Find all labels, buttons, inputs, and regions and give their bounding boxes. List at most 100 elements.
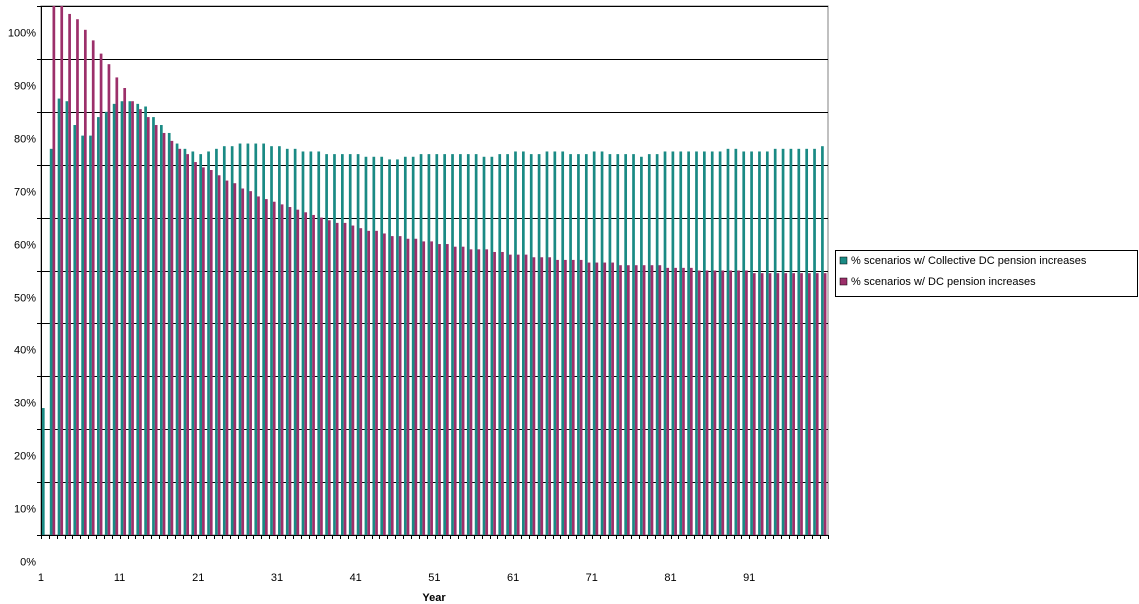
bar (304, 212, 308, 535)
x-tick-label: 71 (586, 572, 598, 584)
bar (68, 13, 71, 535)
bar (367, 230, 371, 535)
bar (687, 151, 690, 536)
bar (230, 146, 234, 535)
bar (671, 151, 675, 536)
bar (341, 154, 344, 535)
bar (390, 236, 394, 535)
bar (280, 204, 284, 536)
bar (327, 220, 331, 535)
bar (461, 246, 465, 535)
bar (270, 146, 273, 535)
bar (781, 148, 785, 535)
bar (333, 154, 336, 535)
x-tick-label: 31 (271, 572, 283, 584)
bar (545, 151, 549, 536)
bar (595, 262, 599, 535)
bar (627, 265, 630, 535)
bar (427, 154, 431, 535)
bar (619, 265, 622, 535)
y-tick-label: 0% (20, 557, 36, 569)
bar (624, 154, 628, 535)
bar (703, 151, 706, 536)
x-tick-label: 1 (38, 572, 44, 584)
bar (800, 273, 803, 535)
x-tick-label: 11 (114, 572, 125, 584)
bar (726, 148, 730, 535)
bar (120, 101, 124, 535)
bar (49, 148, 53, 535)
bar (569, 154, 572, 535)
x-axis-title: Year (422, 592, 446, 604)
bar (805, 148, 809, 535)
bar (789, 148, 793, 535)
bar (451, 154, 454, 535)
bar (718, 151, 722, 536)
bar (821, 146, 824, 535)
bar (532, 257, 536, 535)
bar (356, 154, 360, 535)
bar (162, 132, 166, 535)
bar (146, 117, 150, 535)
bar (564, 259, 567, 535)
bar (758, 151, 761, 536)
bar (398, 236, 402, 535)
bar (750, 151, 753, 536)
bar (202, 167, 205, 535)
bar (482, 156, 486, 535)
bar (642, 265, 646, 535)
bar (540, 257, 544, 535)
bar (808, 273, 811, 535)
bar (501, 251, 504, 536)
bar (152, 117, 155, 535)
bar (285, 148, 289, 535)
bar (768, 273, 772, 535)
bar (112, 103, 116, 536)
bar (634, 265, 638, 535)
bar (104, 111, 108, 536)
series-2-bars (52, 6, 827, 536)
y-tick-label: 30% (14, 398, 36, 410)
bar (123, 88, 127, 535)
bar (136, 103, 140, 536)
bar (469, 249, 473, 535)
y-tick-label: 50% (14, 293, 36, 305)
bar (742, 151, 746, 536)
bar (600, 151, 604, 536)
bar (815, 273, 819, 535)
bar (571, 259, 575, 535)
bar (170, 140, 174, 535)
y-tick-label: 80% (14, 134, 36, 146)
bar (83, 29, 87, 536)
bar (139, 109, 142, 536)
bar (199, 154, 203, 535)
x-axis: 1 11 21 31 41 51 61 71 81 91 (38, 535, 829, 584)
bar (335, 222, 339, 535)
bar (411, 156, 415, 535)
bar (493, 251, 496, 536)
bar (522, 151, 525, 536)
bar (792, 273, 795, 535)
bar (474, 154, 478, 535)
bar (640, 156, 643, 535)
bar (647, 154, 651, 535)
bar (351, 225, 355, 536)
bar (603, 262, 607, 535)
x-tick-label: 91 (743, 572, 755, 584)
bar (99, 53, 103, 536)
bar (721, 270, 725, 535)
bar (288, 207, 292, 535)
bar (705, 270, 709, 535)
bar (217, 175, 221, 535)
bar (729, 270, 733, 535)
bar (823, 273, 827, 535)
bar (695, 151, 698, 536)
bar (107, 64, 111, 535)
x-tick-label: 61 (507, 572, 519, 584)
bar (506, 154, 509, 535)
legend: % scenarios w/ Collective DC pension inc… (835, 250, 1138, 297)
bar (265, 199, 268, 535)
y-tick-label: 70% (14, 187, 36, 199)
y-tick-label: 20% (14, 451, 36, 463)
bar (466, 154, 470, 535)
